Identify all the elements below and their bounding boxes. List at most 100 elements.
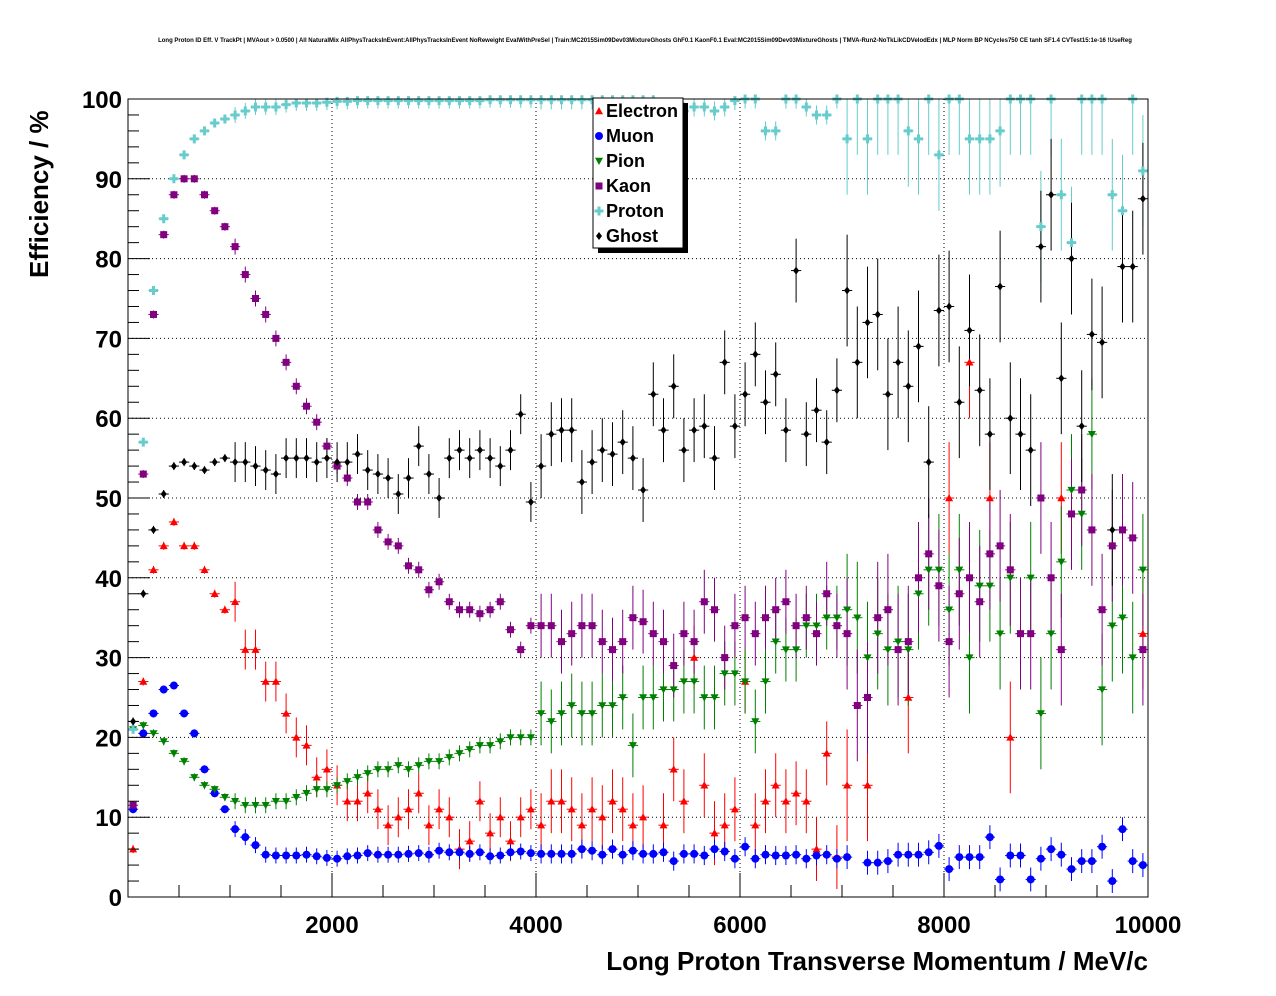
legend-kaon-label: Kaon <box>606 176 651 196</box>
proton-point <box>1118 206 1127 216</box>
ghost-point <box>170 462 177 471</box>
kaon-point <box>180 175 188 183</box>
pion-point <box>751 718 760 726</box>
kaon-point <box>364 498 372 506</box>
legend-box <box>592 97 684 249</box>
electron-point <box>710 829 719 837</box>
pion-point <box>220 794 229 802</box>
electron-point <box>669 765 678 773</box>
pion-point <box>945 606 954 614</box>
electron-point <box>465 837 474 845</box>
y-tick-label: 100 <box>82 87 122 114</box>
proton-point <box>332 96 342 106</box>
ghost-point <box>1129 262 1136 271</box>
proton-point <box>934 150 944 160</box>
proton-point <box>842 134 852 144</box>
ghost-point <box>283 454 290 463</box>
electron-point <box>945 494 954 502</box>
kaon-point <box>894 646 902 654</box>
pion-point <box>863 654 872 662</box>
proton-point <box>485 95 495 105</box>
kaon-point <box>558 638 565 646</box>
electron-point <box>251 645 260 653</box>
muon-point <box>557 849 566 858</box>
pion-point <box>496 738 505 746</box>
y-tick-label: 0 <box>109 885 122 912</box>
ghost-point <box>589 458 596 467</box>
ghost-point <box>364 466 371 475</box>
electron-point <box>424 821 433 829</box>
kaon-point <box>527 622 535 630</box>
kaon-point <box>853 701 861 709</box>
pion-point <box>659 686 668 694</box>
muon-point <box>894 850 903 859</box>
proton-point <box>975 134 985 144</box>
electron-point <box>159 541 168 550</box>
electron-point <box>180 541 189 550</box>
kaon-point <box>996 542 1004 550</box>
ghost-point <box>946 302 953 311</box>
electron-point <box>730 805 739 813</box>
pion-point <box>955 566 964 574</box>
y-axis-tick-labels: 0 10 20 30 40 50 60 70 80 90 100 <box>82 87 122 912</box>
pion-point <box>1098 686 1107 694</box>
legend-muon-marker <box>595 132 603 140</box>
kaon-point <box>629 614 637 622</box>
muon-point <box>445 848 454 857</box>
pion-point <box>832 614 841 622</box>
ghost-point <box>232 458 239 467</box>
ghost-point <box>997 282 1004 291</box>
kaon-point <box>874 614 882 622</box>
electron-point <box>384 821 393 829</box>
electron-point <box>322 765 331 773</box>
electron-point <box>751 821 760 829</box>
x-axis-title: Long Proton Transverse Momentum / MeV/c <box>606 946 1148 976</box>
ghost-point <box>548 430 555 439</box>
proton-point <box>546 95 556 105</box>
ghost-point <box>354 450 361 459</box>
kaon-point <box>1057 646 1065 654</box>
pion-point <box>394 762 403 770</box>
kaon-point <box>170 191 178 199</box>
proton-point <box>312 98 322 108</box>
kaon-point <box>711 606 718 614</box>
ghost-point <box>701 422 708 431</box>
ghost-point <box>844 286 851 295</box>
ghost-point <box>925 458 932 467</box>
kaon-point <box>925 550 933 558</box>
muon-point <box>1128 857 1137 866</box>
ghost-point <box>1027 446 1034 455</box>
ghost-point <box>1119 262 1126 271</box>
proton-point <box>1036 222 1046 232</box>
kaon-point <box>823 590 831 598</box>
pion-point <box>343 778 352 786</box>
muon-point <box>1016 851 1025 860</box>
muon-point <box>1087 857 1096 866</box>
electron-point <box>363 789 372 797</box>
muon-point <box>843 853 852 862</box>
electron-point <box>537 821 546 829</box>
ghost-point <box>803 430 810 439</box>
electron-point <box>598 813 607 821</box>
muon-point <box>139 729 148 738</box>
pion-point <box>883 646 892 654</box>
muon-point <box>914 850 923 859</box>
pion-point <box>965 654 974 662</box>
kaon-point <box>190 175 198 183</box>
kaon-point <box>292 382 300 390</box>
y-tick-label: 70 <box>95 326 122 353</box>
ghost-point <box>1109 525 1116 534</box>
pion-point <box>720 670 729 678</box>
pion-point <box>853 614 862 622</box>
muon-point <box>975 853 984 862</box>
proton-point <box>434 96 444 106</box>
pion-point <box>486 742 495 750</box>
muon-point <box>934 841 943 850</box>
pion-point <box>608 702 617 710</box>
muon-point <box>1118 825 1127 834</box>
electron-point <box>985 494 994 502</box>
muon-point <box>1067 865 1076 874</box>
proton-point <box>302 98 311 108</box>
legend-proton-label: Proton <box>606 201 664 221</box>
